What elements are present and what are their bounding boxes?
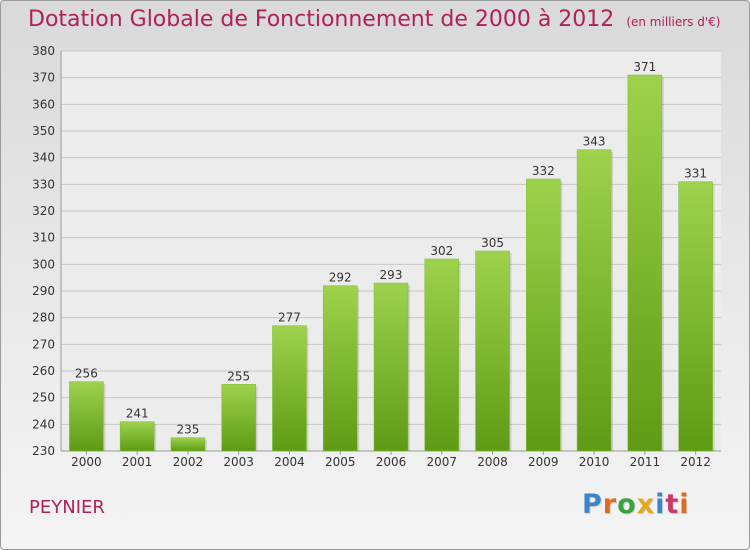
bar: [322, 285, 358, 452]
bar: [272, 325, 307, 452]
x-tick-label: 2012: [680, 455, 711, 469]
y-tick-label: 350: [32, 124, 55, 138]
x-tick-label: 2005: [325, 455, 356, 469]
x-tick-label: 2007: [426, 455, 457, 469]
bar: [221, 384, 256, 452]
x-tick-label: 2011: [630, 455, 661, 469]
x-tick-label: 2004: [274, 455, 305, 469]
unit-label: (en milliers d'€): [626, 15, 721, 29]
y-tick-label: 330: [32, 177, 55, 191]
y-tick-label: 300: [32, 257, 55, 271]
bar-value-label: 331: [684, 167, 707, 181]
y-tick-label: 250: [32, 391, 55, 405]
y-tick-label: 360: [32, 97, 55, 111]
bar-value-label: 292: [329, 271, 352, 285]
bar: [526, 178, 561, 452]
bar-value-label: 241: [126, 407, 149, 421]
x-tick-label: 2006: [376, 455, 407, 469]
x-tick-label: 2000: [71, 455, 102, 469]
y-tick-label: 380: [32, 44, 55, 58]
y-tick-label: 270: [32, 337, 55, 351]
y-tick-label: 320: [32, 204, 55, 218]
bar-value-label: 293: [380, 268, 403, 282]
y-tick-label: 310: [32, 231, 55, 245]
x-tick-label: 2009: [528, 455, 559, 469]
bar: [424, 258, 460, 452]
proxiti-logo: Proxiti: [582, 489, 690, 520]
bar-value-label: 277: [278, 311, 301, 325]
bar: [69, 381, 104, 452]
y-tick-label: 290: [32, 284, 55, 298]
bar: [170, 437, 206, 452]
x-tick-label: 2003: [223, 455, 254, 469]
y-tick-label: 260: [32, 364, 55, 378]
bar: [373, 282, 409, 452]
y-tick-label: 240: [32, 417, 55, 431]
bar: [119, 421, 155, 452]
y-tick-label: 340: [32, 151, 55, 165]
bar: [475, 250, 510, 452]
y-tick-label: 230: [32, 444, 55, 458]
chart-title: Dotation Globale de Fonctionnement de 20…: [28, 7, 720, 32]
bar-value-label: 255: [227, 369, 250, 383]
bar-value-label: 371: [633, 60, 656, 74]
x-tick-label: 2001: [122, 455, 153, 469]
title-text: Dotation Globale de Fonctionnement de 20…: [28, 7, 615, 32]
bar-value-label: 302: [430, 244, 453, 258]
bar: [576, 149, 612, 452]
bar: [627, 74, 663, 452]
y-tick-label: 370: [32, 71, 55, 85]
bar: [678, 181, 713, 452]
bar-value-label: 235: [176, 423, 199, 437]
bar-value-label: 343: [583, 135, 606, 149]
x-tick-label: 2008: [477, 455, 508, 469]
commune-name: PEYNIER: [29, 497, 105, 518]
y-tick-label: 280: [32, 311, 55, 325]
bar-value-label: 332: [532, 164, 555, 178]
x-tick-label: 2002: [173, 455, 204, 469]
bar-value-label: 256: [75, 367, 98, 381]
x-tick-label: 2010: [579, 455, 610, 469]
bar-value-label: 305: [481, 236, 504, 250]
